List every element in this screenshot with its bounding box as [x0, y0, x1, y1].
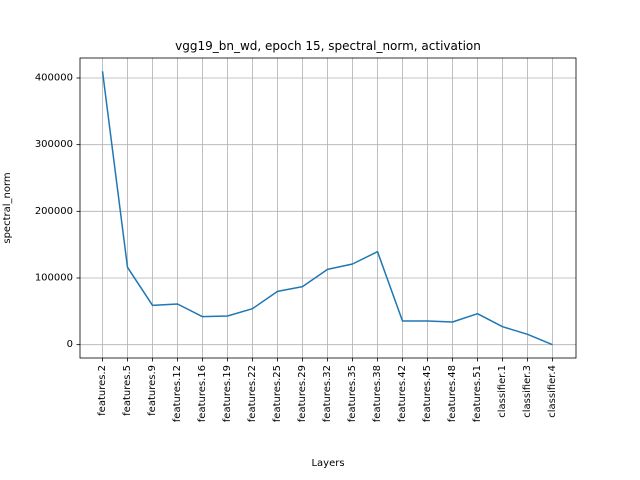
- x-tick-label: features.38: [372, 365, 383, 422]
- x-tick-label: features.29: [297, 365, 308, 422]
- x-tick-label: features.22: [247, 365, 258, 422]
- x-tick-label: classifier.4: [547, 365, 558, 418]
- x-axis-label: Layers: [311, 458, 344, 469]
- y-tick-label: 300000: [35, 139, 73, 150]
- x-tick-label: features.45: [422, 365, 433, 422]
- x-tick-label: classifier.3: [522, 365, 533, 418]
- x-tick-label: features.12: [172, 365, 183, 422]
- plot-frame: [79, 57, 577, 359]
- x-tick-label: features.32: [322, 365, 333, 422]
- x-axis: features.2 features.5 features.9 features.1…: [97, 358, 558, 422]
- series-line: [101, 71, 553, 346]
- y-axis-label: spectral_norm: [2, 172, 13, 243]
- x-tick-label: features.9: [147, 365, 158, 416]
- y-tick-label: 400000: [35, 73, 73, 84]
- x-tick-label: features.19: [222, 365, 233, 422]
- y-tick-label: 0: [67, 339, 73, 350]
- y-tick-label: 200000: [35, 206, 73, 217]
- grid-lines: [80, 58, 576, 358]
- x-tick-label: features.48: [447, 365, 458, 422]
- y-tick-label: 100000: [35, 273, 73, 284]
- x-tick-label: features.5: [122, 365, 133, 416]
- series-layer: [101, 71, 553, 346]
- x-tick-label: classifier.1: [497, 365, 508, 418]
- x-tick-label: features.25: [272, 365, 283, 422]
- x-tick-label: features.51: [472, 365, 483, 422]
- chart-title: vgg19_bn_wd, epoch 15, spectral_norm, ac…: [175, 39, 481, 53]
- x-tick-label: features.42: [397, 365, 408, 422]
- y-axis: 0 100000 200000 300000 400000: [35, 73, 80, 350]
- x-tick-label: features.2: [97, 365, 108, 416]
- x-tick-label: features.16: [197, 365, 208, 422]
- x-tick-label: features.35: [347, 365, 358, 422]
